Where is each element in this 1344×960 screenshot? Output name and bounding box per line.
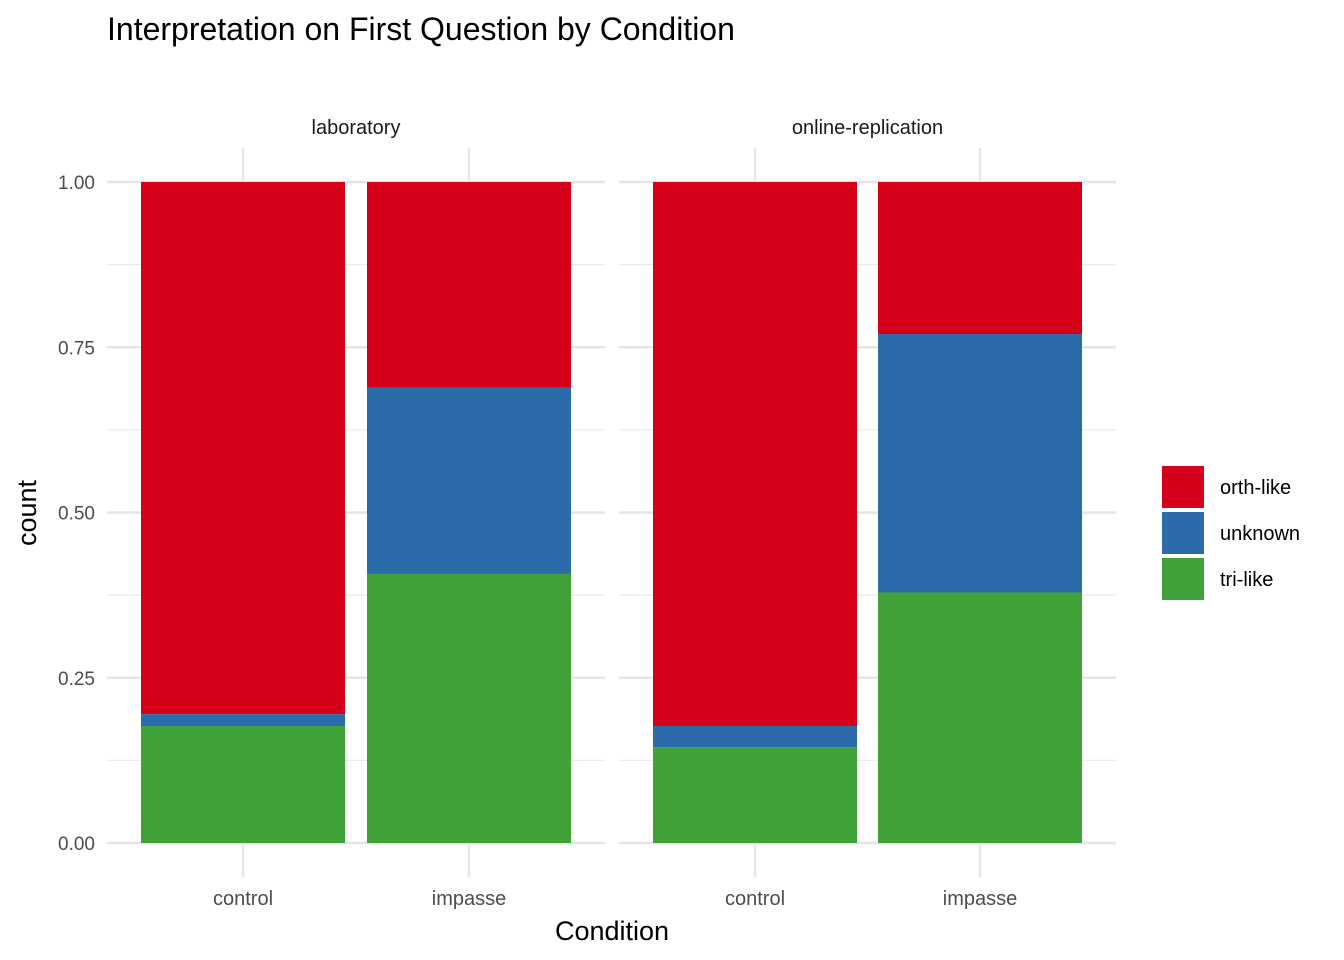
legend: orth-like unknown tri-like [1162, 466, 1300, 600]
x-tick-label: impasse [943, 888, 1017, 910]
y-tick-label: 0.00 [58, 834, 95, 855]
x-tick-label: control [725, 888, 785, 910]
y-tick-label: 0.25 [58, 669, 95, 690]
bar-segment-unknown-control [653, 726, 857, 748]
bar-segment-orth-like-control [653, 182, 857, 727]
y-tick-label: 0.50 [58, 504, 95, 525]
legend-item-unknown: unknown [1162, 512, 1300, 554]
facet-panels: 0.00 0.25 0.50 0.75 1.00 laboratory control imp… [58, 117, 1116, 910]
bar-segment-unknown-impasse [367, 387, 571, 574]
x-tick-label: control [213, 888, 273, 910]
bar-segment-tri-like-control [653, 747, 857, 843]
bar-segment-orth-like-impasse [367, 182, 571, 388]
bar-segment-tri-like-control [141, 726, 345, 843]
legend-item-tri-like: tri-like [1162, 558, 1273, 600]
bar-segment-unknown-impasse [878, 334, 1082, 593]
bar-segment-tri-like-impasse [878, 592, 1082, 843]
facet-label: online-replication [792, 117, 943, 139]
x-tick-label: impasse [432, 888, 506, 910]
legend-label: unknown [1220, 523, 1300, 545]
legend-swatch [1162, 466, 1204, 508]
legend-swatch [1162, 558, 1204, 600]
y-axis-label: count [12, 479, 42, 546]
legend-item-orth-like: orth-like [1162, 466, 1291, 508]
legend-label: orth-like [1220, 477, 1291, 499]
bar-segment-unknown-control [141, 714, 345, 727]
y-tick-label: 1.00 [58, 173, 95, 194]
x-axis-label: Condition [555, 916, 669, 946]
bar-segment-tri-like-impasse [367, 573, 571, 843]
legend-label: tri-like [1220, 569, 1273, 591]
facet-panel-online-replication: online-replication control impasse [619, 117, 1116, 910]
bar-segment-orth-like-impasse [878, 182, 1082, 335]
facet-panel-laboratory: laboratory control impasse [107, 117, 605, 910]
y-tick-label: 0.75 [58, 338, 95, 359]
facet-label: laboratory [312, 117, 401, 139]
chart-title: Interpretation on First Question by Cond… [107, 11, 735, 47]
bar-segment-orth-like-control [141, 182, 345, 715]
legend-swatch [1162, 512, 1204, 554]
